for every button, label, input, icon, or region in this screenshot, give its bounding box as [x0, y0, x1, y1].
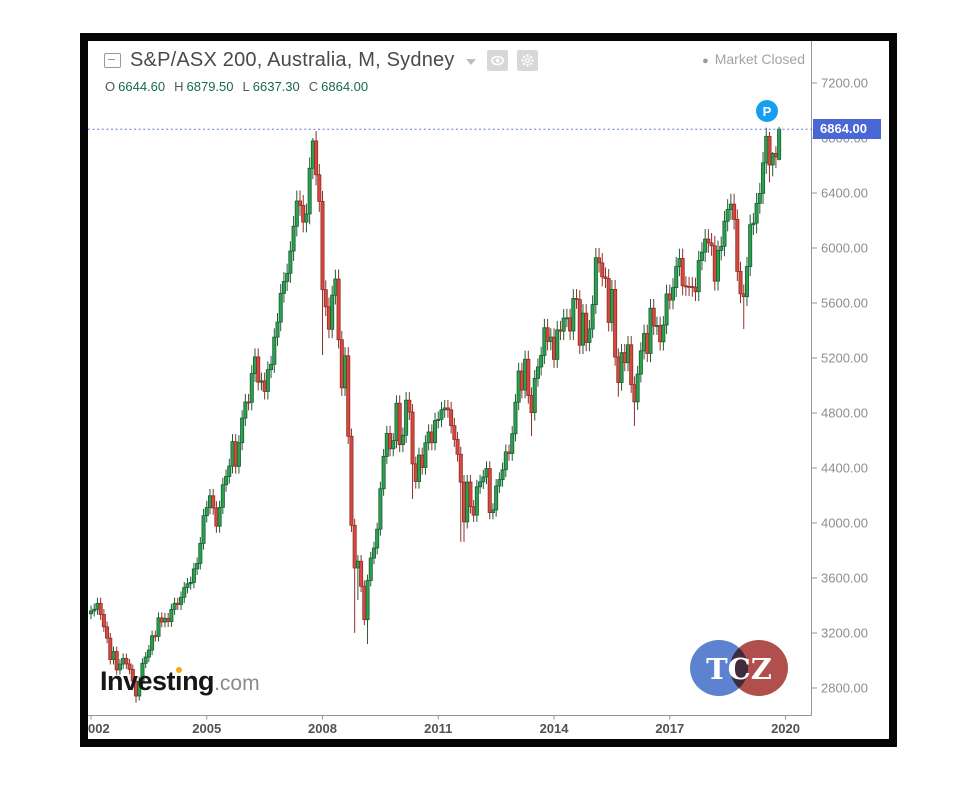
eye-button[interactable] [486, 49, 508, 71]
svg-text:5600.00: 5600.00 [821, 296, 868, 311]
svg-text:2011: 2011 [424, 721, 452, 736]
status-dot-icon: ● [702, 55, 709, 67]
symbol-title: S&P/ASX 200, Australia, M, Sydney [130, 48, 455, 71]
price-tag: 6864.00 [813, 119, 881, 140]
svg-text:2020: 2020 [771, 721, 800, 736]
collapse-icon[interactable] [104, 52, 121, 68]
gear-button[interactable] [516, 49, 538, 71]
svg-text:TCZ: TCZ [706, 652, 772, 686]
svg-text:2005: 2005 [192, 721, 221, 736]
p-badge[interactable]: P [756, 100, 778, 122]
candlestick-chart[interactable]: 7200.006800.006400.006000.005600.005200.… [88, 41, 889, 738]
market-status: ● Market Closed [702, 51, 805, 67]
chart-header: S&P/ASX 200, Australia, M, Sydney [104, 47, 538, 73]
svg-text:002: 002 [88, 721, 110, 736]
svg-text:7200.00: 7200.00 [821, 76, 868, 91]
svg-text:5200.00: 5200.00 [821, 351, 868, 366]
svg-text:2014: 2014 [540, 721, 570, 736]
ohlc-legend: O 6644.60 H 6879.50 L 6637.30 C 6864.00 [105, 79, 369, 94]
chevron-down-icon[interactable] [465, 59, 476, 65]
svg-text:2800.00: 2800.00 [821, 681, 868, 696]
gear-icon [521, 54, 534, 66]
svg-text:2008: 2008 [308, 721, 337, 736]
svg-text:3600.00: 3600.00 [821, 571, 868, 586]
chart-frame [80, 33, 897, 747]
tcz-logo: TCZ [690, 640, 788, 696]
orange-dot-icon: ı [175, 666, 183, 696]
investing-logo[interactable]: Investıng.com [100, 666, 260, 696]
eye-icon [490, 55, 504, 65]
svg-text:6400.00: 6400.00 [821, 186, 868, 201]
svg-text:3200.00: 3200.00 [821, 626, 868, 641]
svg-text:4400.00: 4400.00 [821, 461, 868, 476]
svg-text:4800.00: 4800.00 [821, 406, 868, 421]
candles-layer [89, 127, 782, 703]
svg-text:2017: 2017 [655, 721, 684, 736]
svg-text:6000.00: 6000.00 [821, 241, 868, 256]
svg-text:4000.00: 4000.00 [821, 516, 868, 531]
